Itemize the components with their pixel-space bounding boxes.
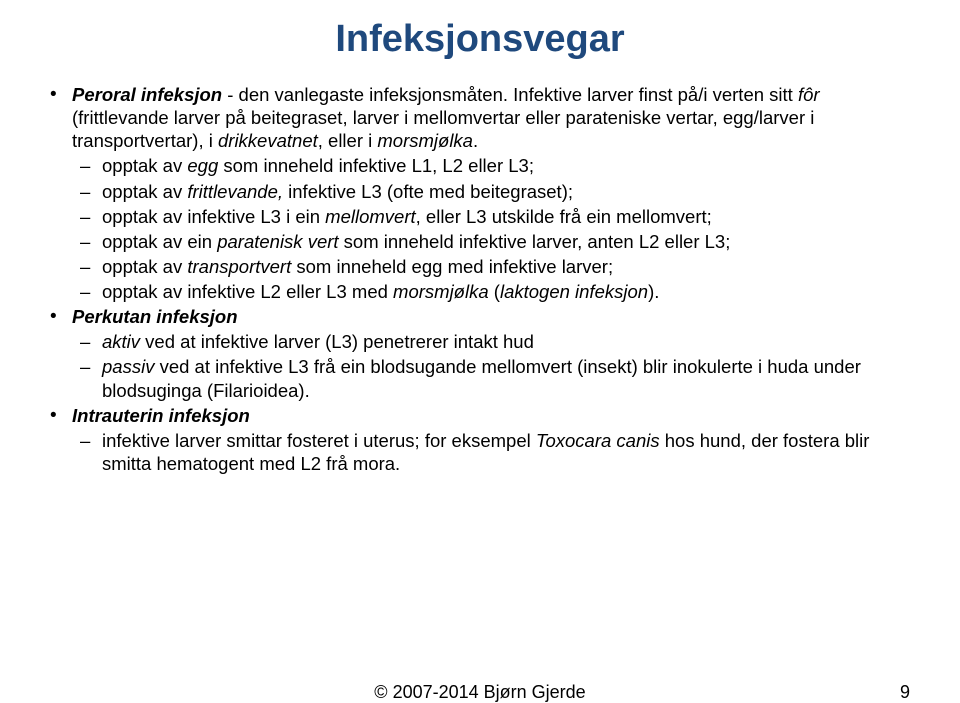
text-italic: passiv [102, 356, 154, 377]
text: opptak av [102, 181, 187, 202]
sub-bullet: passiv ved at infektive L3 frå ein blods… [72, 355, 910, 401]
text-italic: drikkevatnet [218, 130, 318, 151]
sub-bullet: opptak av egg som inneheld infektive L1,… [72, 154, 910, 177]
slide-body: Peroral infeksjon - den vanlegaste infek… [50, 83, 910, 475]
text: ved at infektive L3 frå ein blodsugande … [102, 356, 861, 400]
sub-bullet: opptak av transportvert som inneheld egg… [72, 255, 910, 278]
text: opptak av [102, 256, 187, 277]
text: opptak av infektive L2 eller L3 med [102, 281, 393, 302]
sub-bullet: opptak av infektive L3 i ein mellomvert,… [72, 205, 910, 228]
text: som inneheld infektive L1, L2 eller L3; [218, 155, 534, 176]
text: , eller L3 utskilde frå ein mellomvert; [416, 206, 712, 227]
text: ( [489, 281, 500, 302]
text: som inneheld infektive larver, anten L2 … [339, 231, 731, 252]
text: opptak av [102, 155, 187, 176]
text-italic: mellomvert [325, 206, 415, 227]
text-italic: egg [187, 155, 218, 176]
bullet-peroral: Peroral infeksjon - den vanlegaste infek… [50, 83, 910, 303]
sub-bullet: opptak av infektive L2 eller L3 med mors… [72, 280, 910, 303]
slide-title: Infeksjonsvegar [50, 18, 910, 61]
text: infektive larver smittar fosteret i uter… [102, 430, 536, 451]
text-italic: frittlevande, [187, 181, 283, 202]
text-italic: morsmjølka [377, 130, 473, 151]
text: infektive L3 (ofte med beitegraset); [283, 181, 573, 202]
bullet-perkutan: Perkutan infeksjon aktiv ved at infektiv… [50, 305, 910, 402]
text: . [473, 130, 478, 151]
text: opptak av infektive L3 i ein [102, 206, 325, 227]
text: - den vanlegaste infeksjonsmåten. Infekt… [222, 84, 798, 105]
sub-bullet: opptak av ein paratenisk vert som innehe… [72, 230, 910, 253]
sub-bullet: opptak av frittlevande, infektive L3 (of… [72, 180, 910, 203]
sub-bullet: aktiv ved at infektive larver (L3) penet… [72, 330, 910, 353]
text-italic: morsmjølka [393, 281, 489, 302]
lead-intrauterin: Intrauterin infeksjon [72, 405, 250, 426]
text-italic: fôr [798, 84, 820, 105]
text: opptak av ein [102, 231, 217, 252]
text: som inneheld egg med infektive larver; [291, 256, 613, 277]
copyright: © 2007-2014 Bjørn Gjerde [374, 682, 585, 703]
sub-bullet: infektive larver smittar fosteret i uter… [72, 429, 910, 475]
text-italic: laktogen infeksjon [500, 281, 648, 302]
text: ved at infektive larver (L3) penetrerer … [140, 331, 534, 352]
bullet-intrauterin: Intrauterin infeksjon infektive larver s… [50, 404, 910, 475]
lead-perkutan: Perkutan infeksjon [72, 306, 238, 327]
text: ). [648, 281, 659, 302]
lead-peroral: Peroral infeksjon [72, 84, 222, 105]
page-number: 9 [900, 682, 910, 703]
text: , eller i [318, 130, 378, 151]
text-italic: Toxocara canis [536, 430, 660, 451]
text-italic: transportvert [187, 256, 291, 277]
text-italic: aktiv [102, 331, 140, 352]
text-italic: paratenisk vert [217, 231, 338, 252]
